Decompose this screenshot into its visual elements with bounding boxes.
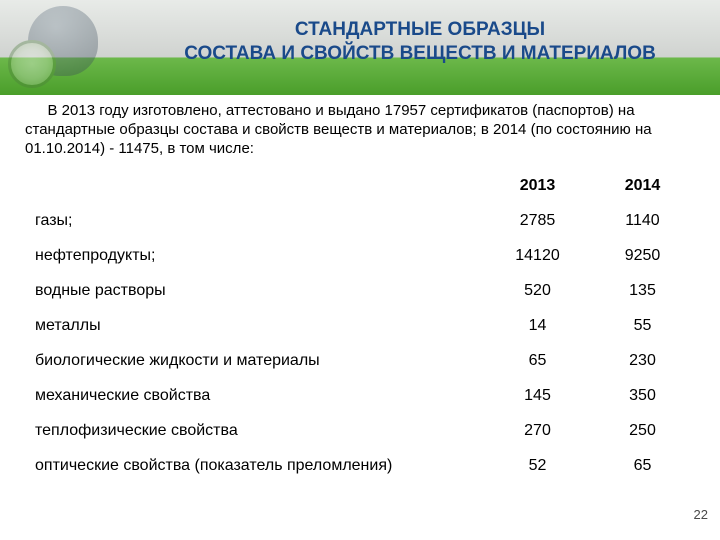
data-table: 2013 2014 газы; 2785 1140 нефтепродукты;… <box>25 168 695 483</box>
row-val-2014: 9250 <box>590 238 695 273</box>
content-area: В 2013 году изготовлено, аттестовано и в… <box>25 102 695 483</box>
org-logo <box>8 6 128 96</box>
col-category <box>25 168 485 203</box>
row-val-2013: 14120 <box>485 238 590 273</box>
table-row: газы; 2785 1140 <box>25 203 695 238</box>
intro-paragraph: В 2013 году изготовлено, аттестовано и в… <box>25 102 695 158</box>
title-line-1: СТАНДАРТНЫЕ ОБРАЗЦЫ <box>295 19 545 40</box>
row-label: водные растворы <box>25 273 485 308</box>
row-val-2014: 230 <box>590 343 695 378</box>
title-line-2: СОСТАВА И СВОЙСТВ ВЕЩЕСТВ И МАТЕРИАЛОВ <box>184 43 656 64</box>
row-val-2014: 250 <box>590 413 695 448</box>
row-val-2013: 270 <box>485 413 590 448</box>
row-val-2013: 14 <box>485 308 590 343</box>
data-table-wrap: 2013 2014 газы; 2785 1140 нефтепродукты;… <box>25 168 695 483</box>
page-number: 22 <box>694 507 708 522</box>
col-2013: 2013 <box>485 168 590 203</box>
col-2014: 2014 <box>590 168 695 203</box>
table-row: нефтепродукты; 14120 9250 <box>25 238 695 273</box>
table-row: теплофизические свойства 270 250 <box>25 413 695 448</box>
row-val-2013: 65 <box>485 343 590 378</box>
table-header-row: 2013 2014 <box>25 168 695 203</box>
table-row: оптические свойства (показатель преломле… <box>25 448 695 483</box>
row-val-2013: 520 <box>485 273 590 308</box>
row-label: газы; <box>25 203 485 238</box>
row-label: нефтепродукты; <box>25 238 485 273</box>
row-val-2013: 52 <box>485 448 590 483</box>
row-label: механические свойства <box>25 378 485 413</box>
row-val-2013: 2785 <box>485 203 590 238</box>
page-title: СТАНДАРТНЫЕ ОБРАЗЦЫ СОСТАВА И СВОЙСТВ ВЕ… <box>140 18 700 66</box>
table-row: металлы 14 55 <box>25 308 695 343</box>
row-val-2014: 55 <box>590 308 695 343</box>
table-row: механические свойства 145 350 <box>25 378 695 413</box>
row-val-2013: 145 <box>485 378 590 413</box>
medallion-icon <box>8 40 56 88</box>
table-row: биологические жидкости и материалы 65 23… <box>25 343 695 378</box>
row-val-2014: 350 <box>590 378 695 413</box>
row-label: оптические свойства (показатель преломле… <box>25 448 485 483</box>
row-val-2014: 65 <box>590 448 695 483</box>
row-val-2014: 135 <box>590 273 695 308</box>
table-row: водные растворы 520 135 <box>25 273 695 308</box>
row-val-2014: 1140 <box>590 203 695 238</box>
row-label: металлы <box>25 308 485 343</box>
row-label: теплофизические свойства <box>25 413 485 448</box>
table-body: газы; 2785 1140 нефтепродукты; 14120 925… <box>25 203 695 483</box>
row-label: биологические жидкости и материалы <box>25 343 485 378</box>
